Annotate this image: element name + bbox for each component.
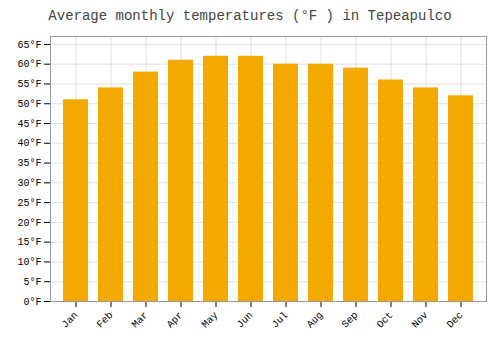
- svg-text:20°F: 20°F: [17, 218, 41, 229]
- svg-text:50°F: 50°F: [17, 99, 41, 110]
- svg-text:Jan: Jan: [60, 310, 81, 331]
- svg-text:Feb: Feb: [95, 310, 116, 331]
- svg-text:Sep: Sep: [340, 310, 361, 331]
- svg-text:15°F: 15°F: [17, 237, 41, 248]
- svg-text:Apr: Apr: [165, 310, 186, 331]
- svg-text:Jul: Jul: [270, 310, 291, 331]
- svg-text:25°F: 25°F: [17, 198, 41, 209]
- svg-text:Mar: Mar: [130, 310, 151, 331]
- svg-text:Oct: Oct: [375, 310, 396, 331]
- svg-text:May: May: [200, 310, 221, 331]
- svg-text:10°F: 10°F: [17, 257, 41, 268]
- svg-text:Dec: Dec: [445, 310, 466, 331]
- svg-text:30°F: 30°F: [17, 178, 41, 189]
- svg-text:60°F: 60°F: [17, 59, 41, 70]
- svg-text:65°F: 65°F: [17, 40, 41, 51]
- svg-text:Aug: Aug: [305, 310, 326, 331]
- svg-text:55°F: 55°F: [17, 79, 41, 90]
- svg-text:Jun: Jun: [235, 310, 256, 331]
- svg-text:0°F: 0°F: [23, 297, 41, 308]
- svg-text:40°F: 40°F: [17, 138, 41, 149]
- svg-text:5°F: 5°F: [23, 277, 41, 288]
- html-text:Average monthly temperatures (: Average monthly temperatures (°F ) in Te…: [48, 8, 452, 24]
- svg-text:Nov: Nov: [410, 310, 431, 331]
- svg-text:35°F: 35°F: [17, 158, 41, 169]
- svg-text:45°F: 45°F: [17, 119, 41, 130]
